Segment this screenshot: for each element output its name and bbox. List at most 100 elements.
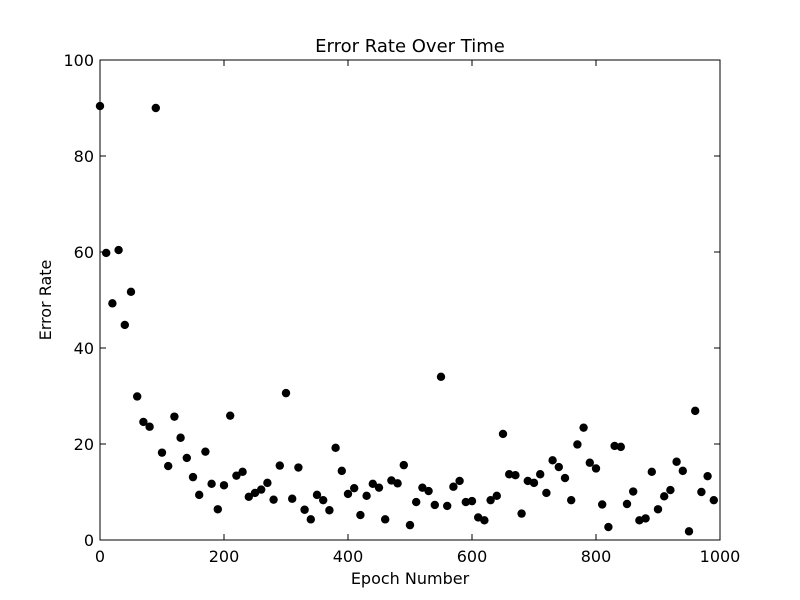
data-point-85 [622,499,632,509]
data-point-3 [114,245,123,255]
data-point-96 [691,406,700,416]
y-tick-label-2: 40 [74,339,94,358]
data-point-99 [709,495,718,505]
y-tick-label-4: 80 [74,147,94,166]
data-point-27 [263,478,272,488]
data-point-34 [306,515,315,524]
data-point-40 [343,489,353,499]
data-point-11 [164,461,173,471]
data-point-83 [610,441,619,451]
data-point-66 [505,470,514,479]
data-point-31 [288,494,297,503]
data-point-63 [486,495,495,505]
x-tick-label-2: 400 [333,547,364,566]
y-tick-label-3: 60 [74,243,94,262]
y-axis-label: Error Rate [36,260,55,341]
data-point-54 [430,500,439,510]
data-point-32 [294,463,303,472]
data-point-19 [213,505,222,514]
data-point-72 [542,488,551,498]
data-point-14 [182,453,191,463]
data-point-77 [573,440,582,449]
data-point-36 [319,495,328,505]
data-point-82 [604,522,613,532]
data-point-26 [257,485,266,494]
data-point-57 [449,482,458,491]
x-tick-label-3: 600 [457,547,488,566]
data-point-76 [567,495,576,505]
data-point-16 [195,490,204,500]
data-point-79 [585,458,594,467]
data-point-33 [300,505,309,514]
data-point-86 [629,487,638,496]
data-point-75 [560,473,570,483]
data-point-55 [436,372,446,381]
data-point-53 [424,486,433,496]
data-point-20 [219,481,229,490]
data-point-1 [102,248,111,258]
data-point-88 [641,514,650,523]
y-tick-label-5: 100 [63,51,94,70]
x-tick-label-5: 1000 [700,547,741,566]
data-point-95 [684,527,694,536]
data-point-43 [362,491,371,501]
data-point-56 [443,501,452,511]
data-point-67 [511,471,520,480]
data-point-22 [232,471,241,480]
x-tick-label-1: 200 [209,547,240,566]
data-point-8 [145,422,154,431]
data-point-71 [536,470,545,479]
data-point-41 [350,483,359,493]
x-tick-label-0: 0 [95,547,105,566]
data-point-15 [188,472,198,482]
data-point-28 [269,495,278,504]
plot-frame [99,59,721,541]
data-point-50 [405,520,415,530]
data-point-48 [393,479,402,488]
data-point-9 [151,103,160,113]
data-point-91 [660,492,669,501]
data-point-70 [529,478,539,488]
data-point-73 [548,456,557,465]
data-point-7 [139,417,148,427]
data-point-38 [331,443,340,453]
data-point-49 [399,460,408,470]
data-point-65 [498,429,508,439]
data-point-74 [554,462,563,472]
data-point-44 [368,479,377,489]
data-point-98 [703,471,712,481]
data-point-92 [666,485,675,495]
data-points [95,101,718,536]
data-point-80 [591,464,601,473]
data-point-78 [579,423,588,432]
data-point-30 [281,388,291,398]
data-point-42 [356,510,365,520]
data-point-51 [412,497,421,507]
data-point-18 [207,479,216,489]
data-point-2 [108,299,117,308]
data-point-37 [325,506,334,515]
x-tick-label-4: 800 [581,547,612,566]
data-point-81 [598,500,607,509]
data-point-68 [517,509,526,518]
data-point-17 [201,447,210,456]
data-point-29 [275,461,284,470]
data-point-4 [120,320,129,330]
data-point-24 [244,492,253,501]
data-point-35 [312,490,322,500]
data-point-64 [492,491,501,501]
y-tick-label-1: 20 [74,435,94,454]
data-point-52 [418,483,427,492]
data-point-89 [647,467,656,477]
data-point-62 [480,516,489,525]
data-point-60 [467,496,477,506]
data-point-58 [455,476,464,486]
chart-title: Error Rate Over Time [315,36,505,57]
data-point-13 [176,433,185,442]
data-point-84 [616,442,625,452]
data-point-90 [653,505,663,514]
data-point-6 [133,392,142,401]
y-tick-label-0: 0 [84,531,94,550]
data-point-93 [672,457,681,466]
